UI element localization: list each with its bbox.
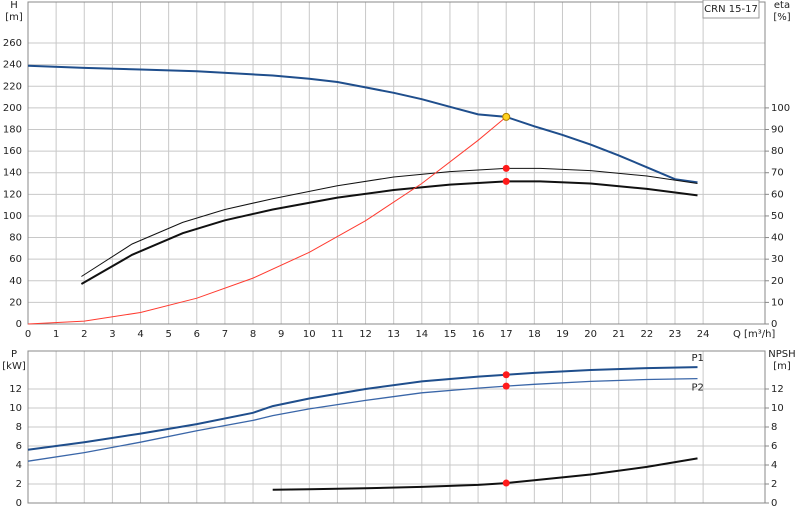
x-tick-label: 2 — [81, 329, 87, 340]
x-tick-label: 3 — [109, 329, 115, 340]
x-tick-label: 1 — [53, 329, 59, 340]
y2-tick-label: 10 — [771, 297, 784, 308]
y-tick-label: 4 — [16, 460, 22, 471]
operating-point — [502, 371, 510, 379]
y2-tick-label: 100 — [771, 103, 790, 114]
y-tick-label: 260 — [3, 38, 22, 49]
plot-frame — [27, 1, 766, 325]
x-tick-label: 6 — [194, 329, 200, 340]
x-tick-label: 20 — [584, 329, 597, 340]
x-tick-label: 19 — [556, 329, 569, 340]
y-tick-label: 40 — [9, 276, 22, 287]
x-tick-label: 12 — [359, 329, 372, 340]
curve — [27, 366, 698, 451]
y2-tick-label: 0 — [771, 498, 777, 509]
x-tick-label: 18 — [528, 329, 541, 340]
y2-tick-label: 40 — [771, 233, 784, 244]
x-tick-label: 13 — [387, 329, 400, 340]
y-tick-label: 0 — [16, 319, 22, 330]
operating-point — [502, 382, 510, 390]
y-tick-label: 220 — [3, 81, 22, 92]
y2-tick-label: 60 — [771, 189, 784, 200]
y2-tick-label: 80 — [771, 146, 784, 157]
y2-tick-label: 50 — [771, 211, 784, 222]
right-axis-unit: [m] — [773, 361, 791, 372]
x-tick-label: 4 — [137, 329, 143, 340]
x-tick-label: 5 — [165, 329, 171, 340]
y2-tick-label: 8 — [771, 422, 777, 433]
right-axis-label: eta — [774, 0, 790, 11]
x-tick-label: 11 — [331, 329, 344, 340]
curve — [27, 377, 698, 462]
y-tick-label: 20 — [9, 297, 22, 308]
y-tick-label: 6 — [16, 441, 22, 452]
x-tick-label: 24 — [697, 329, 710, 340]
left-axis-unit: [kW] — [2, 361, 26, 372]
curve — [272, 457, 698, 491]
y2-tick-label: 4 — [771, 460, 777, 471]
x-tick-label: 0 — [25, 329, 31, 340]
y-tick-label: 0 — [16, 498, 22, 509]
curve — [27, 116, 507, 325]
y2-tick-label: 6 — [771, 441, 777, 452]
y-tick-label: 240 — [3, 60, 22, 71]
y-tick-label: 140 — [3, 168, 22, 179]
y2-tick-label: 90 — [771, 125, 784, 136]
x-tick-label: 9 — [278, 329, 284, 340]
y-tick-label: 2 — [16, 479, 22, 490]
legend-box — [702, 0, 760, 19]
operating-point — [502, 479, 510, 487]
y2-tick-label: 2 — [771, 479, 777, 490]
x-tick-label: 8 — [250, 329, 256, 340]
x-tick-label: 15 — [444, 329, 457, 340]
plot-frame — [27, 350, 766, 504]
y2-tick-label: 12 — [771, 384, 784, 395]
y-tick-label: 120 — [3, 189, 22, 200]
series-label: P1 — [691, 353, 703, 364]
y-tick-label: 8 — [16, 422, 22, 433]
y2-tick-label: 20 — [771, 276, 784, 287]
y2-tick-label: 70 — [771, 168, 784, 179]
x-tick-label: 17 — [500, 329, 513, 340]
curve — [27, 64, 698, 184]
y-tick-label: 160 — [3, 146, 22, 157]
y-tick-label: 10 — [9, 403, 22, 414]
y2-tick-label: 10 — [771, 403, 784, 414]
y2-tick-label: 0 — [771, 319, 777, 330]
y-tick-label: 200 — [3, 103, 22, 114]
operating-point — [502, 164, 510, 172]
series-label: P2 — [691, 383, 703, 394]
y-tick-label: 60 — [9, 254, 22, 265]
left-axis-label: H — [10, 0, 18, 11]
y2-tick-label: 30 — [771, 254, 784, 265]
right-axis-label: NPSH — [768, 349, 795, 360]
x-tick-label: 7 — [222, 329, 228, 340]
y-tick-label: 12 — [9, 384, 22, 395]
x-tick-label: 16 — [472, 329, 485, 340]
left-axis-unit: [m] — [5, 12, 23, 23]
x-tick-label: 23 — [669, 329, 682, 340]
x-tick-label: 10 — [303, 329, 316, 340]
right-axis-unit: [%] — [773, 12, 790, 23]
operating-point — [502, 177, 510, 185]
operating-point — [502, 112, 511, 121]
curve — [81, 167, 698, 277]
x-tick-label: 21 — [612, 329, 625, 340]
x-tick-label: 14 — [415, 329, 428, 340]
y-tick-label: 80 — [9, 233, 22, 244]
y-tick-label: 100 — [3, 211, 22, 222]
x-tick-label: 22 — [640, 329, 653, 340]
y-tick-label: 180 — [3, 125, 22, 136]
curve — [80, 180, 698, 285]
legend-text: CRN 15-17 — [704, 4, 758, 15]
left-axis-label: P — [11, 349, 17, 360]
x-axis-label: Q [m³/h] — [733, 329, 775, 340]
